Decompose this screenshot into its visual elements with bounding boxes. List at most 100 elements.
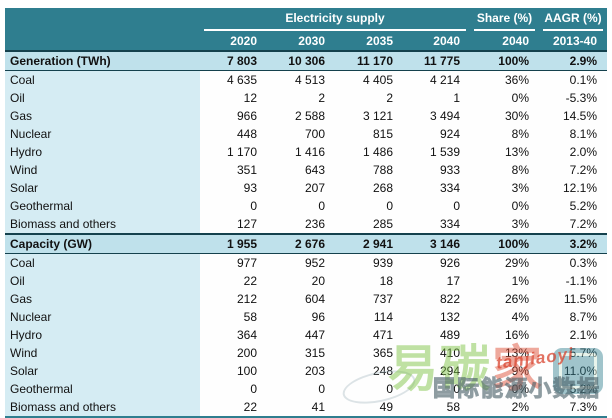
cell-value: 2 676 [267, 233, 335, 254]
table-header: Electricity supply Share (%) AAGR (%) 20… [5, 8, 607, 51]
cell-value: 952 [267, 253, 335, 272]
cell-value: 315 [267, 344, 335, 362]
cell-value: 36% [470, 70, 539, 89]
cell-value: 203 [267, 362, 335, 380]
cell-value: 11 170 [335, 50, 403, 71]
row-label: Coal [5, 70, 200, 89]
table-row: Nuclear 448 700 815 924 8% 8.1% [5, 125, 607, 143]
cell-value: 58 [403, 398, 470, 418]
table-row: Nuclear 58 96 114 132 4% 8.7% [5, 308, 607, 326]
cell-value: 604 [267, 290, 335, 308]
table-row: Hydro 1 170 1 416 1 486 1 539 13% 2.0% [5, 143, 607, 161]
col-header-share-2040: 2040 [470, 32, 539, 51]
cell-value: 8% [470, 161, 539, 179]
cell-value: 93 [200, 179, 267, 197]
cell-value: 22 [200, 398, 267, 418]
group-header-share: Share (%) [470, 8, 539, 32]
cell-value: 1 486 [335, 143, 403, 161]
cell-value: 1 416 [267, 143, 335, 161]
cell-value: 0 [267, 380, 335, 398]
cell-value: 700 [267, 125, 335, 143]
cell-value: 9% [470, 362, 539, 380]
cell-value: 13% [470, 143, 539, 161]
cell-value: 0 [403, 197, 470, 215]
cell-value: 939 [335, 253, 403, 272]
cell-value: 2.1% [539, 326, 607, 344]
row-label: Hydro [5, 143, 200, 161]
cell-value: 7.3% [539, 398, 607, 418]
electricity-supply-table: Electricity supply Share (%) AAGR (%) 20… [5, 8, 607, 418]
cell-value: 29% [470, 253, 539, 272]
table-body: Generation (TWh) 7 803 10 306 11 170 11 775 1… [5, 50, 607, 418]
cell-value: 489 [403, 326, 470, 344]
cell-value: 926 [403, 253, 470, 272]
cell-value: 365 [335, 344, 403, 362]
cell-value: 8% [470, 125, 539, 143]
group-header-row: Electricity supply Share (%) AAGR (%) [5, 8, 607, 51]
cell-value: 3 146 [403, 233, 470, 254]
cell-value: -1.1% [539, 272, 607, 290]
cell-value: 3 494 [403, 107, 470, 125]
cell-value: 4 635 [200, 70, 267, 89]
cell-value: 364 [200, 326, 267, 344]
cell-value: 11.5% [539, 290, 607, 308]
cell-value: 100% [470, 233, 539, 254]
cell-value: 8.7% [539, 308, 607, 326]
cell-value: 17 [403, 272, 470, 290]
cell-value: 788 [335, 161, 403, 179]
col-header-2040: 2040 [403, 32, 470, 51]
cell-value: 11.0% [539, 362, 607, 380]
cell-value: 0.1% [539, 70, 607, 89]
cell-value: 268 [335, 179, 403, 197]
col-header-2030: 2030 [267, 32, 335, 51]
cell-value: 2.9% [539, 50, 607, 71]
table-row: Solar 93 207 268 334 3% 12.1% [5, 179, 607, 197]
cell-value: 0 [335, 197, 403, 215]
row-label: Oil [5, 89, 200, 107]
group-header-label: Share (%) [474, 8, 535, 31]
cell-value: 4 513 [267, 70, 335, 89]
cell-value: 1 170 [200, 143, 267, 161]
cell-value: 22 [200, 272, 267, 290]
cell-value: 20 [267, 272, 335, 290]
row-label: Wind [5, 344, 200, 362]
cell-value: 5.7% [539, 344, 607, 362]
cell-value: 0 [335, 380, 403, 398]
cell-value: 815 [335, 125, 403, 143]
cell-value: 2 [335, 89, 403, 107]
cell-value: 334 [403, 179, 470, 197]
cell-value: 58 [200, 308, 267, 326]
cell-value: 12 [200, 89, 267, 107]
row-label: Wind [5, 161, 200, 179]
cell-value: 977 [200, 253, 267, 272]
cell-value: 0 [267, 197, 335, 215]
corner-cell [5, 8, 200, 51]
table-row: Hydro 364 447 471 489 16% 2.1% [5, 326, 607, 344]
cell-value: 3 121 [335, 107, 403, 125]
table-row: Geothermal 0 0 0 0 0% 5.2% [5, 197, 607, 215]
cell-value: 0% [470, 89, 539, 107]
cell-value: 933 [403, 161, 470, 179]
cell-value: 4 405 [335, 70, 403, 89]
cell-value: 207 [267, 179, 335, 197]
cell-value: 11 775 [403, 50, 470, 71]
cell-value: -5.3% [539, 89, 607, 107]
cell-value: 924 [403, 125, 470, 143]
section-header-row: Generation (TWh) 7 803 10 306 11 170 11 775 1… [5, 50, 607, 71]
row-label: Nuclear [5, 308, 200, 326]
row-label: Solar [5, 179, 200, 197]
year-header-row: 2020 2030 2035 2040 2040 2013-40 [5, 32, 607, 51]
table-row: Oil 12 2 2 1 0% -5.3% [5, 89, 607, 107]
cell-value: 13% [470, 344, 539, 362]
cell-value: 41 [267, 398, 335, 418]
cell-value: 2 941 [335, 233, 403, 254]
cell-value: 351 [200, 161, 267, 179]
cell-value: 334 [403, 215, 470, 234]
cell-value: 12.1% [539, 179, 607, 197]
table-row: Coal 4 635 4 513 4 405 4 214 36% 0.1% [5, 70, 607, 89]
cell-value: 410 [403, 344, 470, 362]
table-row: Gas 966 2 588 3 121 3 494 30% 14.5% [5, 107, 607, 125]
cell-value: 5.2% [539, 197, 607, 215]
cell-value: 5.2% [539, 380, 607, 398]
cell-value: 96 [267, 308, 335, 326]
